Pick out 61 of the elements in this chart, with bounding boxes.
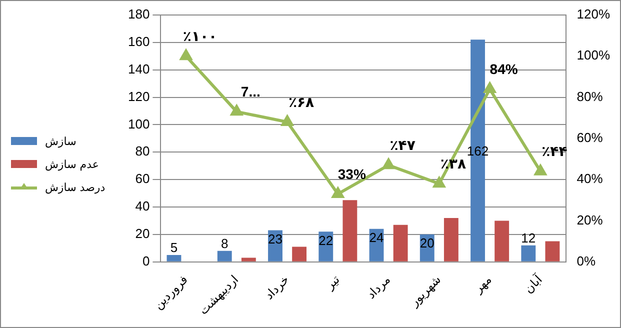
bar xyxy=(393,224,408,262)
y2-tick-label: 20% xyxy=(576,212,604,228)
data-label: 8 xyxy=(220,236,228,251)
x-tick-label: مرداد xyxy=(364,272,393,302)
data-label: 23 xyxy=(268,231,282,246)
point xyxy=(230,105,242,116)
x-tick-label: خرداد xyxy=(262,272,292,302)
y-tick-label: 140 xyxy=(128,61,150,76)
data-label: ٪۴۷ xyxy=(390,137,416,154)
bar xyxy=(217,250,232,262)
y2-tick-label: 0% xyxy=(576,253,596,268)
point xyxy=(534,164,546,176)
data-label: ٪۶۸ xyxy=(288,94,315,110)
y-tick-label: 20 xyxy=(135,226,150,241)
point xyxy=(382,158,394,170)
data-label: 162 xyxy=(466,144,489,159)
legend-label: درصد سازش xyxy=(45,180,106,194)
x-tick-label: تیر xyxy=(322,272,342,293)
y-tick-label: 100 xyxy=(128,116,150,132)
point xyxy=(180,50,192,60)
y2-tick-label: 60% xyxy=(576,130,604,146)
legend-label: عدم سازش xyxy=(45,158,99,170)
bar xyxy=(521,245,536,262)
x-tick-label: اردیبهشت xyxy=(196,272,242,318)
point xyxy=(281,115,294,126)
data-label: 12 xyxy=(521,230,536,246)
y-tick-label: 0 xyxy=(142,253,150,268)
y2-tick-label: 40% xyxy=(576,171,604,186)
y-tick-label: 60 xyxy=(135,171,150,186)
data-label: 24 xyxy=(369,230,384,246)
x-tick-label: آبان xyxy=(520,271,546,296)
point xyxy=(433,177,445,188)
data-label: 22 xyxy=(318,232,334,248)
data-label: 7... xyxy=(240,84,260,100)
bar xyxy=(166,254,182,262)
bar xyxy=(494,220,510,262)
legend-label: سازش xyxy=(45,134,76,148)
data-label: 33% xyxy=(338,166,366,182)
y-tick-label: 80 xyxy=(135,144,150,159)
data-label: 84% xyxy=(490,60,518,77)
x-tick-label: مهر xyxy=(470,272,494,296)
bar xyxy=(342,200,358,262)
y-tick-label: 160 xyxy=(128,34,150,50)
data-label: 20 xyxy=(420,236,434,250)
x-tick-label: فروردین xyxy=(151,272,190,312)
y2-tick-label: 80% xyxy=(576,88,604,104)
bar xyxy=(241,258,256,262)
bar xyxy=(545,241,560,262)
y-tick-label: 120 xyxy=(128,88,150,104)
data-label: ٪۱۰۰ xyxy=(182,28,218,44)
bar xyxy=(444,218,458,262)
data-label: 5 xyxy=(170,240,178,256)
y2-tick-label: 120% xyxy=(576,6,610,22)
x-tick-label: شهریور xyxy=(406,272,444,310)
y-tick-label: 40 xyxy=(135,198,150,214)
point xyxy=(332,187,344,198)
y-tick-label: 180 xyxy=(128,6,150,22)
point xyxy=(484,82,496,94)
y2-tick-label: 100% xyxy=(576,48,610,63)
bar xyxy=(292,246,307,262)
data-label: ٪۴۴ xyxy=(542,143,568,160)
